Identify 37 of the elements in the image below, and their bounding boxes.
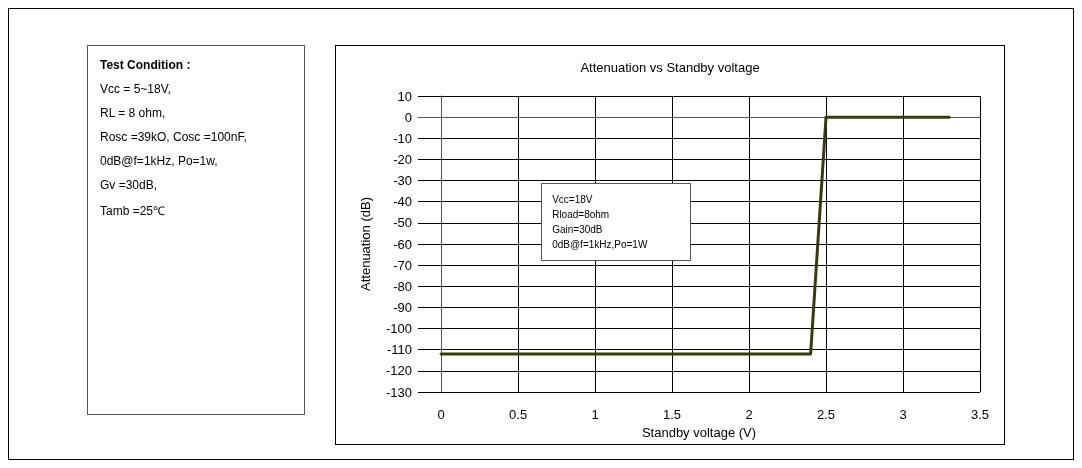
annotation: 0dB@f=1kHz,Po=1W <box>552 238 649 250</box>
y-tick-label: 10 <box>397 88 412 104</box>
y-tick-label: -100 <box>385 321 412 337</box>
y-tick-label: -60 <box>393 236 412 252</box>
text: Test Condition : <box>100 58 192 72</box>
y-tick-label: -80 <box>393 278 412 294</box>
x-tick-label: 2 <box>745 407 753 422</box>
x-tick-label: 3.5 <box>970 407 990 422</box>
x-axis-title: Standby voltage (V) <box>641 424 757 440</box>
text: Vcc = 5~18V, <box>100 82 172 96</box>
x-tick-label: 3 <box>899 407 907 422</box>
text: Tamb =25℃ <box>100 203 167 219</box>
annotation: Gain=30dB <box>552 223 604 235</box>
y-tick-label: -110 <box>386 342 412 358</box>
y-tick-label: -30 <box>393 173 412 189</box>
y-tick-label: -50 <box>393 215 412 231</box>
annotation: Vcc=18V <box>552 193 594 205</box>
y-tick-label: -10 <box>393 130 412 146</box>
y-tick-label: -90 <box>393 299 412 315</box>
text: Gv =30dB, <box>100 178 159 192</box>
y-axis-title: Attenuation (dB) <box>358 197 373 291</box>
x-tick-label: 1.5 <box>663 407 682 422</box>
y-tick-label: -70 <box>393 257 412 273</box>
chart-title: Attenuation vs Standby voltage <box>580 60 760 75</box>
x-tick-label: 0.5 <box>509 407 528 422</box>
text: Rosc =39kO, Cosc =100nF, <box>100 130 248 144</box>
y-tick-label: 0 <box>404 109 412 125</box>
x-tick-label: 1 <box>591 407 599 422</box>
y-tick-label: -120 <box>385 363 412 379</box>
text: RL = 8 ohm, <box>100 106 167 120</box>
text: 0dB@f=1kHz, Po=1w, <box>100 154 219 168</box>
y-tick-label: -40 <box>393 194 412 210</box>
y-tick-label: -130 <box>385 384 412 400</box>
x-tick-label: 2.5 <box>816 407 836 422</box>
annotation: Rload=8ohm <box>552 208 611 220</box>
y-tick-label: -20 <box>393 151 412 167</box>
x-tick-label: 0 <box>437 407 445 422</box>
